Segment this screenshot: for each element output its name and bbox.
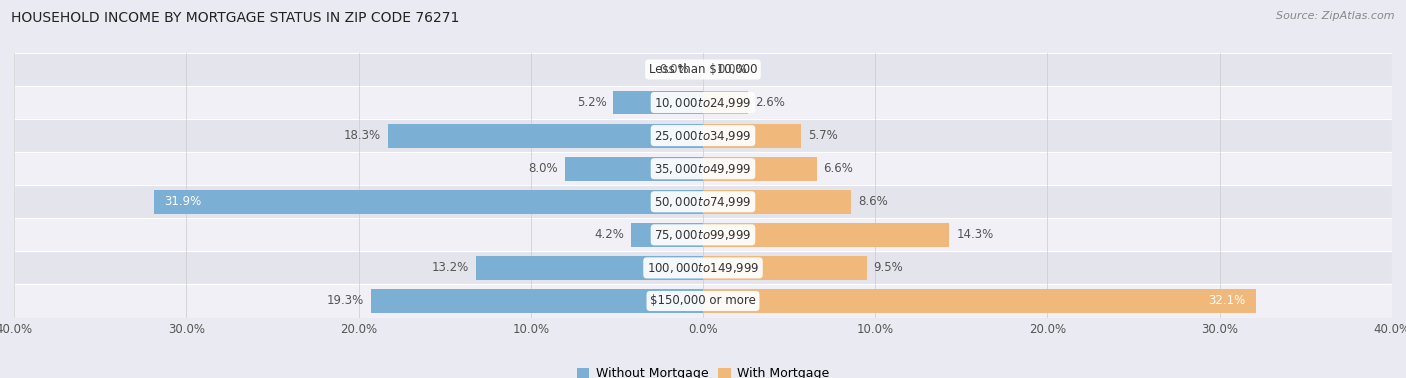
Bar <box>14 251 1392 284</box>
Bar <box>613 91 703 115</box>
Text: $100,000 to $149,999: $100,000 to $149,999 <box>647 261 759 275</box>
Bar <box>703 124 801 147</box>
Bar <box>703 223 949 247</box>
Text: 19.3%: 19.3% <box>326 294 364 307</box>
Bar <box>475 256 703 280</box>
Text: 0.0%: 0.0% <box>717 63 747 76</box>
Legend: Without Mortgage, With Mortgage: Without Mortgage, With Mortgage <box>572 363 834 378</box>
Text: $150,000 or more: $150,000 or more <box>650 294 756 307</box>
Text: 5.7%: 5.7% <box>808 129 838 142</box>
Text: $35,000 to $49,999: $35,000 to $49,999 <box>654 162 752 176</box>
Text: 14.3%: 14.3% <box>956 228 994 241</box>
Text: HOUSEHOLD INCOME BY MORTGAGE STATUS IN ZIP CODE 76271: HOUSEHOLD INCOME BY MORTGAGE STATUS IN Z… <box>11 11 460 25</box>
Bar <box>388 124 703 147</box>
Text: 8.0%: 8.0% <box>529 162 558 175</box>
Bar <box>631 223 703 247</box>
Text: Less than $10,000: Less than $10,000 <box>648 63 758 76</box>
Text: 8.6%: 8.6% <box>858 195 887 208</box>
Bar <box>14 218 1392 251</box>
Text: 32.1%: 32.1% <box>1208 294 1246 307</box>
Bar <box>371 289 703 313</box>
Text: $10,000 to $24,999: $10,000 to $24,999 <box>654 96 752 110</box>
Text: 2.6%: 2.6% <box>755 96 785 109</box>
Text: 0.0%: 0.0% <box>659 63 689 76</box>
Text: $50,000 to $74,999: $50,000 to $74,999 <box>654 195 752 209</box>
Text: $25,000 to $34,999: $25,000 to $34,999 <box>654 129 752 143</box>
Text: 4.2%: 4.2% <box>593 228 624 241</box>
Bar <box>703 256 866 280</box>
Text: 9.5%: 9.5% <box>873 262 903 274</box>
Bar <box>14 152 1392 185</box>
Bar <box>14 86 1392 119</box>
Text: 18.3%: 18.3% <box>344 129 381 142</box>
Text: Source: ZipAtlas.com: Source: ZipAtlas.com <box>1277 11 1395 21</box>
Bar <box>703 190 851 214</box>
Bar <box>703 91 748 115</box>
Bar <box>14 284 1392 318</box>
Bar <box>14 119 1392 152</box>
Bar <box>703 157 817 181</box>
Bar <box>703 289 1256 313</box>
Bar <box>153 190 703 214</box>
Bar <box>14 185 1392 218</box>
Text: 5.2%: 5.2% <box>576 96 606 109</box>
Text: 31.9%: 31.9% <box>165 195 201 208</box>
Bar <box>14 53 1392 86</box>
Text: 6.6%: 6.6% <box>824 162 853 175</box>
Bar <box>565 157 703 181</box>
Text: $75,000 to $99,999: $75,000 to $99,999 <box>654 228 752 242</box>
Text: 13.2%: 13.2% <box>432 262 468 274</box>
